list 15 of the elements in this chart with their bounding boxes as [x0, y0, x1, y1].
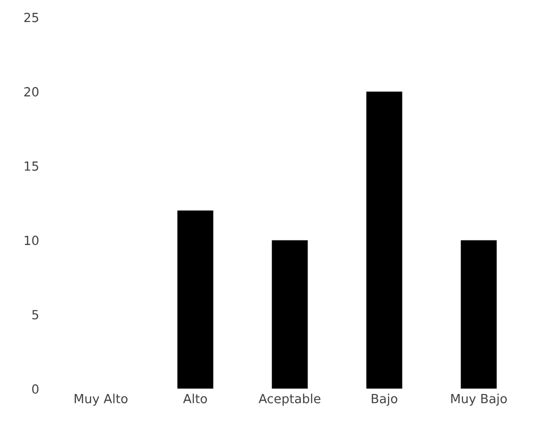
bar: [366, 92, 402, 389]
y-tick-label: 0: [32, 384, 38, 394]
bar: [177, 210, 214, 389]
x-tick-label: Bajo: [372, 394, 398, 406]
y-tick-label: 20: [24, 87, 38, 97]
bar: [460, 240, 497, 389]
y-tick-label: 10: [24, 236, 38, 246]
y-tick-label: 15: [24, 162, 38, 171]
x-tick-label: Alto: [183, 394, 207, 404]
y-tick-label: 5: [32, 310, 38, 320]
x-tick-label: Aceptable: [258, 394, 320, 406]
x-tick-label: Muy Bajo: [451, 394, 507, 406]
y-tick-label: 25: [24, 12, 38, 22]
x-tick-label: Muy Alto: [74, 394, 128, 406]
bar: [272, 240, 308, 389]
